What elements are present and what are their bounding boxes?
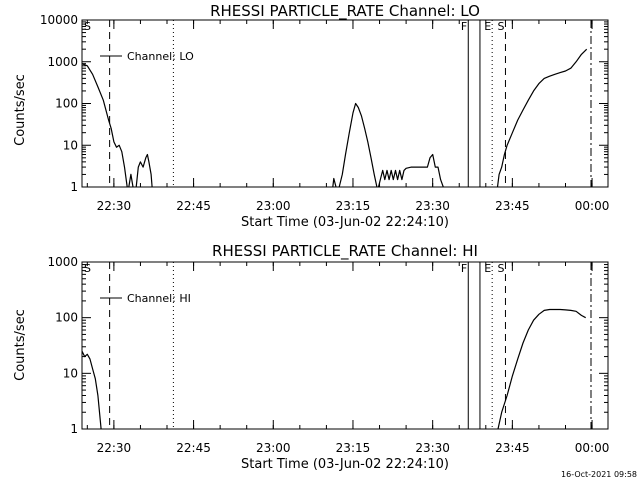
footer-timestamp: 16-Oct-2021 09:58 (561, 470, 637, 479)
event-marker-label: E (484, 262, 491, 275)
y-tick-label: 10000 (40, 13, 78, 27)
y-tick-label: 10 (63, 366, 78, 380)
y-tick-label: 10 (63, 138, 78, 152)
x-tick-label: 23:15 (336, 199, 371, 213)
plot-frame (81, 19, 609, 188)
y-tick-label: 1 (70, 422, 78, 436)
y-tick-label: 100 (55, 311, 78, 325)
event-marker-label: F (461, 20, 467, 33)
x-tick-label: 23:30 (415, 441, 450, 455)
event-marker-label: E (484, 20, 491, 33)
y-tick-label: 1000 (47, 55, 78, 69)
series-line (81, 63, 128, 188)
chart-title: RHESSI PARTICLE_RATE Channel: HI (212, 242, 478, 261)
chart-title: RHESSI PARTICLE_RATE Channel: LO (210, 2, 480, 21)
series-line (332, 177, 337, 188)
event-marker-label: S (84, 20, 91, 33)
x-tick-label: 00:00 (575, 441, 610, 455)
y-axis-label: Counts/sec (13, 74, 28, 146)
series-line (338, 102, 378, 188)
series-line (81, 350, 102, 430)
x-tick-label: 22:30 (97, 199, 132, 213)
x-tick-label: 23:15 (336, 441, 371, 455)
series-line (128, 173, 134, 188)
x-tick-label: 00:00 (575, 199, 610, 213)
chart-panel-lo: RHESSI PARTICLE_RATE Channel: LO 1 10 100 10… (13, 2, 609, 230)
y-tick-label: 100 (55, 97, 78, 111)
x-tick-label: 23:45 (495, 199, 530, 213)
x-axis-label: Start Time (03-Jun-02 22:24:10) (241, 215, 449, 230)
x-tick-label: 23:45 (495, 441, 530, 455)
y-tick-label: 1 (70, 180, 78, 194)
x-axis-label: Start Time (03-Jun-02 22:24:10) (241, 457, 449, 472)
x-tick-label: 23:00 (256, 199, 291, 213)
plot-frame (81, 261, 609, 430)
series-line (135, 153, 153, 188)
legend-label: Channel: LO (127, 50, 194, 63)
series-line (496, 48, 588, 188)
x-tick-label: 22:45 (176, 199, 211, 213)
series-line (497, 308, 586, 430)
x-tick-label: 23:00 (256, 441, 291, 455)
event-marker-label: S (497, 262, 504, 275)
event-marker-label: S (497, 20, 504, 33)
y-tick-label: 1000 (47, 255, 78, 269)
series-line (377, 153, 444, 188)
legend-label: Channel: HI (127, 292, 191, 305)
y-axis-label: Counts/sec (13, 309, 28, 381)
x-tick-label: 23:30 (415, 199, 450, 213)
chart-panel-hi: RHESSI PARTICLE_RATE Channel: HI 1 10 100 10… (13, 242, 609, 472)
event-marker-label: S (84, 262, 91, 275)
event-marker-label: F (461, 262, 467, 275)
x-tick-label: 22:45 (176, 441, 211, 455)
x-tick-label: 22:30 (97, 441, 132, 455)
